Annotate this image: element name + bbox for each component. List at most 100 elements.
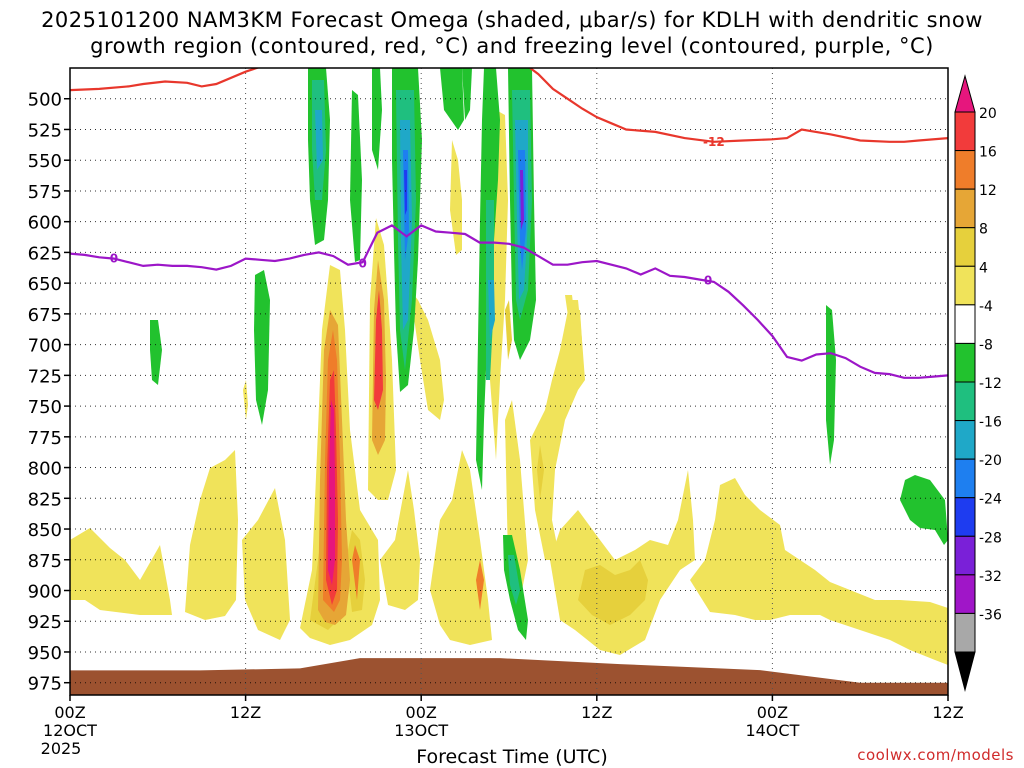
omega-shade-52	[826, 305, 836, 465]
y-tick-label-675: 675	[28, 305, 62, 326]
contour-line-0	[70, 68, 948, 143]
y-axis: 500 525 550 575 600 625 650 675 700 725 750 775 800 8…	[28, 90, 70, 695]
colorbar-swatch-3	[954, 227, 976, 267]
omega-shade-26	[352, 545, 360, 600]
y-tick-label-550: 550	[28, 151, 62, 172]
omega-shade-53	[900, 475, 948, 545]
omega-shade-13	[690, 478, 948, 665]
chart-title-line2: growth region (contoured, red, °C) and f…	[90, 34, 934, 58]
omega-shade-30	[315, 110, 323, 170]
omega-shade-0	[70, 528, 172, 615]
colorbar-label-11: -28	[979, 530, 1002, 546]
y-tick-label-625: 625	[28, 243, 62, 264]
colorbar-label-3: 8	[979, 222, 988, 238]
omega-shade-8	[450, 140, 462, 255]
x-tick-date-0: 12OCT	[43, 721, 97, 740]
omega-shade-12	[550, 470, 695, 655]
y-tick-label-925: 925	[28, 612, 62, 633]
colorbar-swatch-5	[954, 304, 976, 344]
omega-shade-23	[328, 400, 335, 585]
y-tick-label-500: 500	[28, 90, 62, 111]
y-tick-label-875: 875	[28, 551, 62, 572]
chart-title-line1: 2025101200 NAM3KM Forecast Omega (shaded…	[41, 8, 983, 32]
x-axis-title: Forecast Time (UTC)	[416, 746, 608, 768]
colorbar-swatch-11	[954, 535, 976, 576]
x-tick-label-1: 12Z	[230, 703, 261, 722]
y-tick-label-975: 975	[28, 674, 62, 695]
terrain-surface	[70, 658, 948, 695]
omega-shade-5	[380, 470, 420, 610]
omega-shade-19	[505, 300, 512, 360]
colorbar-swatch-6	[954, 342, 976, 383]
colorbar-label-7: -12	[979, 376, 1002, 392]
colorbar-swatch-2	[954, 188, 976, 229]
contour-label-zero-b: 0	[358, 256, 366, 270]
omega-shading	[70, 68, 948, 695]
omega-shade-6	[410, 290, 444, 420]
colorbar-swatch-1	[954, 150, 976, 190]
x-tick-date-4: 14OCT	[745, 721, 799, 740]
colorbar-label-4: 4	[979, 260, 988, 276]
colorbar-label-1: 16	[979, 145, 997, 161]
omega-shade-1	[185, 450, 238, 620]
x-tick-label-0: 00Z	[54, 703, 85, 722]
y-tick-label-600: 600	[28, 213, 62, 234]
omega-shade-47	[488, 280, 495, 340]
colorbar-label-12: -32	[979, 569, 1002, 585]
x-tick-date-2: 13OCT	[394, 721, 448, 740]
colorbar-swatch-12	[954, 574, 976, 614]
omega-shade-18	[537, 445, 544, 500]
colorbar-label-8: -16	[979, 415, 1002, 431]
y-tick-label-725: 725	[28, 366, 62, 387]
y-tick-label-525: 525	[28, 120, 62, 141]
omega-shade-14	[243, 380, 248, 420]
colorbar-swatch-8	[954, 420, 976, 460]
omega-shade-46	[520, 170, 524, 230]
colorbar-label-0: 20	[979, 106, 997, 122]
omega-shade-38	[440, 68, 464, 130]
y-tick-label-575: 575	[28, 182, 62, 203]
omega-shade-49	[508, 555, 520, 605]
omega-shade-54	[565, 295, 575, 330]
colorbar-label-9: -20	[979, 453, 1002, 469]
y-tick-label-650: 650	[28, 274, 62, 295]
colorbar-swatch-9	[954, 458, 976, 499]
isotherm-contours: -12 0 0 0	[70, 68, 948, 379]
y-tick-label-800: 800	[28, 459, 62, 480]
y-tick-label-950: 950	[28, 643, 62, 664]
omega-shade-11	[530, 300, 585, 560]
x-tick-label-2: 00Z	[406, 703, 437, 722]
x-tick-label-4: 00Z	[757, 703, 788, 722]
contour-label-minus12: -12	[703, 135, 725, 149]
omega-shade-37	[404, 170, 407, 215]
contour-label-zero-a: 0	[110, 252, 118, 266]
omega-shade-27	[476, 560, 484, 610]
colorbar-label-2: 12	[979, 183, 997, 199]
colorbar: 20 16 12 8 4 -4 -8 -12 -16 -20 -24 -28 -32 -36	[954, 74, 1002, 692]
y-tick-label-900: 900	[28, 582, 62, 603]
colorbar-label-5: -4	[979, 299, 993, 315]
omega-shade-31	[350, 90, 362, 262]
omega-shade-55	[573, 310, 582, 355]
y-tick-label-850: 850	[28, 520, 62, 541]
y-tick-label-750: 750	[28, 397, 62, 418]
omega-shade-17	[578, 560, 648, 625]
x-tick-label-5: 12Z	[932, 703, 963, 722]
omega-shade-51	[254, 270, 270, 425]
x-tick-label-3: 12Z	[581, 703, 612, 722]
omega-shade-2	[242, 488, 290, 640]
colorbar-swatch-13	[954, 612, 976, 653]
colorbar-label-10: -24	[979, 492, 1002, 508]
omega-shade-50	[150, 320, 162, 385]
colorbar-bottom-arrow	[954, 651, 976, 692]
omega-shade-7	[430, 450, 492, 645]
omega-shade-32	[372, 68, 382, 170]
colorbar-label-13: -36	[979, 607, 1002, 623]
x-tick-year-0: 2025	[41, 739, 82, 758]
y-tick-label-825: 825	[28, 489, 62, 510]
y-tick-label-700: 700	[28, 336, 62, 357]
colorbar-label-6: -8	[979, 337, 993, 353]
credit-text: coolwx.com/models	[857, 746, 1014, 764]
